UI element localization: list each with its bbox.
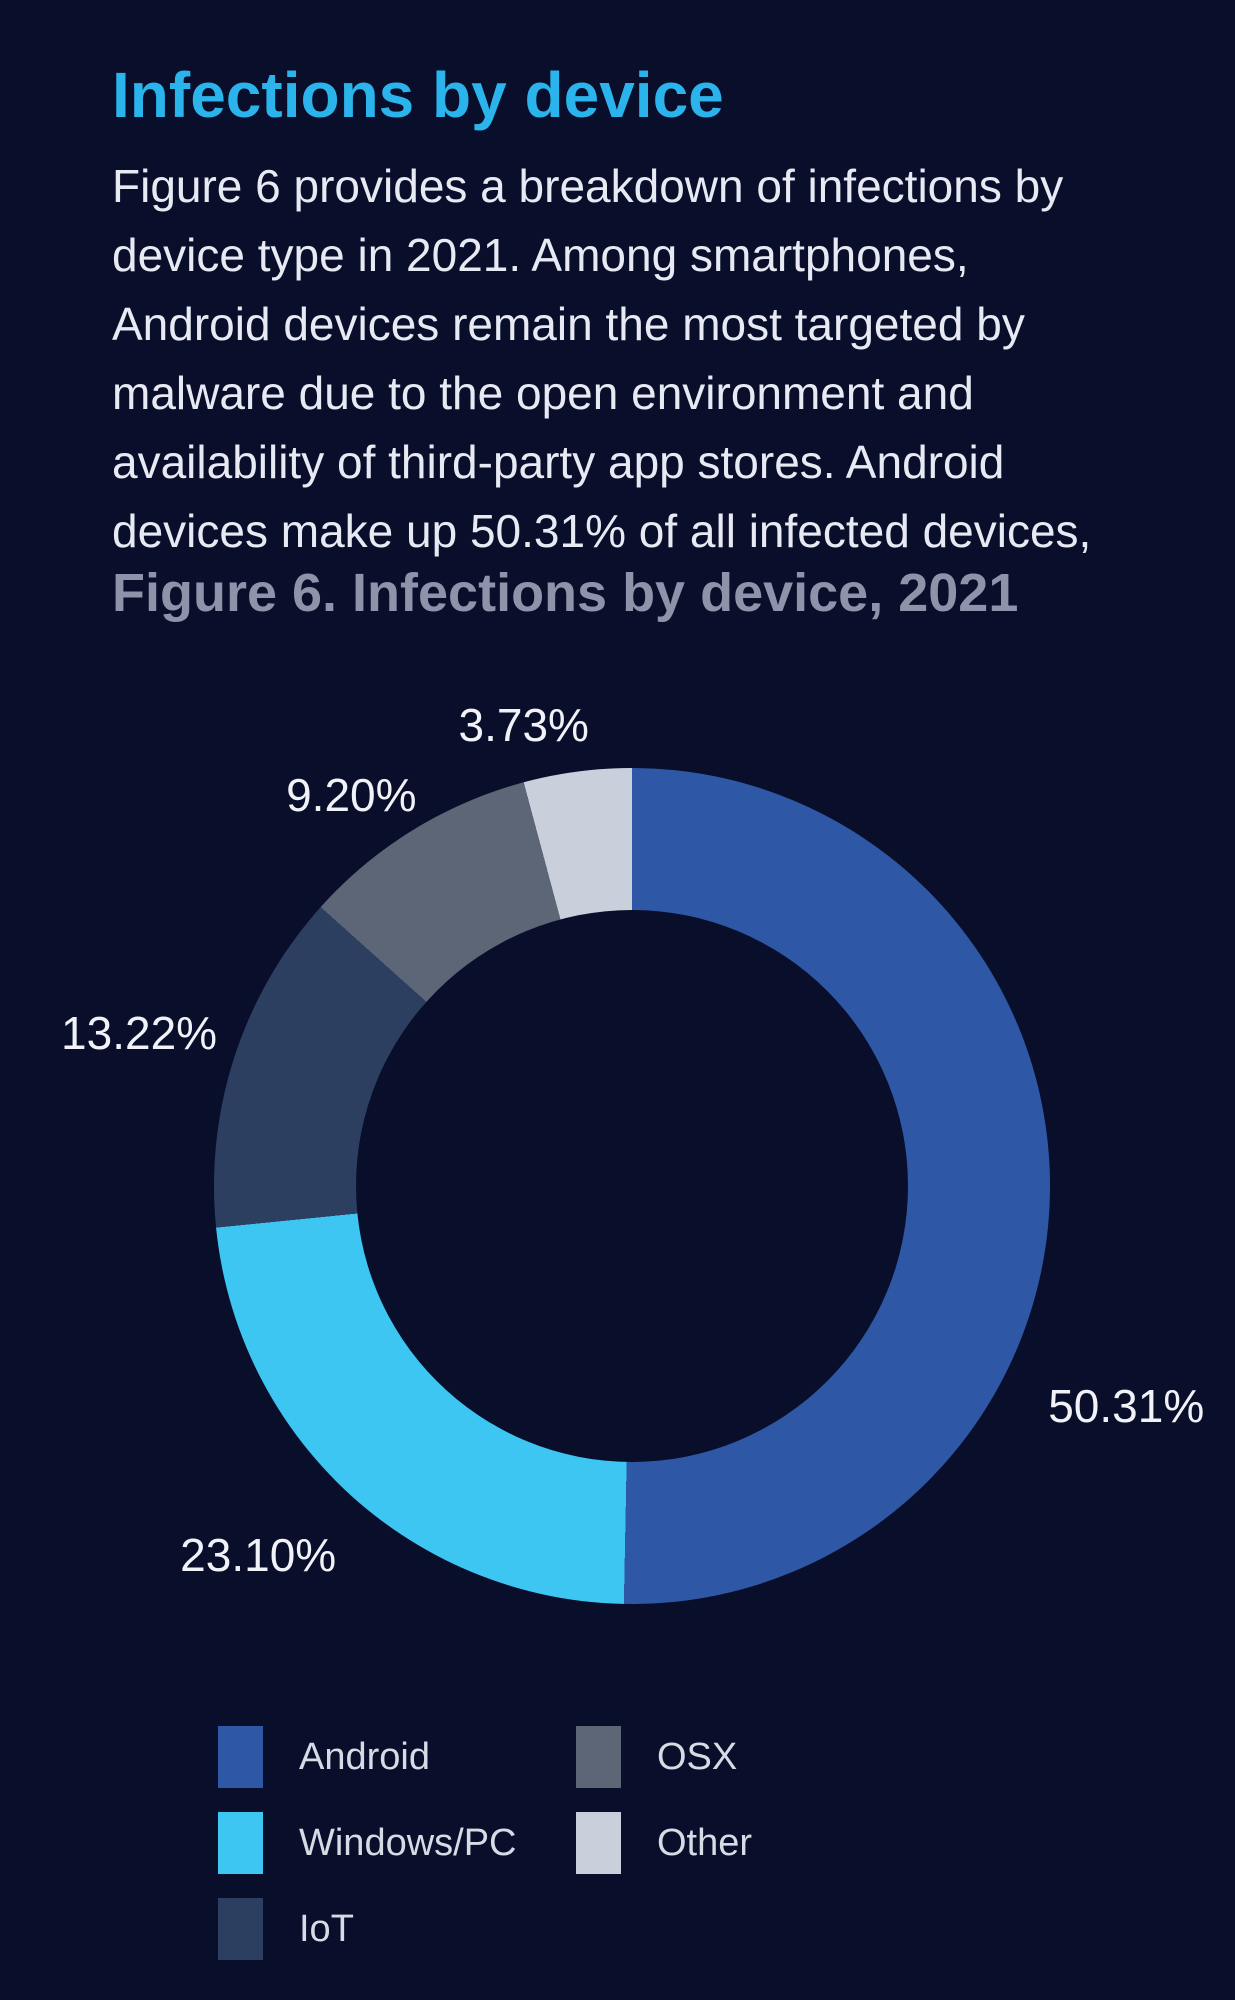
slice-label-osx: 9.20% — [286, 769, 417, 822]
section-heading: Infections by device — [112, 59, 724, 131]
legend-column-left: Android Windows/PC IoT — [218, 1726, 517, 1984]
legend-column-right: OSX Other — [576, 1726, 752, 1898]
legend-color-chip-windows-pc — [218, 1812, 263, 1874]
slice-label-other: 3.73% — [458, 698, 589, 751]
slice-label-windows-pc: 23.10% — [180, 1528, 337, 1581]
slice-label-iot: 13.22% — [61, 1007, 218, 1060]
intro-line: devices make up 50.31% of all infected d… — [112, 505, 1092, 557]
legend-color-chip-osx — [576, 1726, 621, 1788]
intro-line: Android devices remain the most targeted… — [112, 298, 1025, 350]
intro-line: malware due to the open environment and — [112, 367, 974, 419]
legend-item-osx: OSX — [576, 1726, 752, 1788]
donut-hole — [356, 910, 908, 1462]
legend-item-iot: IoT — [218, 1898, 517, 1960]
slice-label-android: 50.31% — [1048, 1380, 1205, 1433]
legend-color-chip-android — [218, 1726, 263, 1788]
legend-label-osx: OSX — [657, 1735, 738, 1778]
intro-line: Figure 6 provides a breakdown of infecti… — [112, 160, 1064, 212]
legend-label-iot: IoT — [299, 1907, 354, 1950]
figure-title: Figure 6. Infections by device, 2021 — [112, 563, 1019, 623]
legend-color-chip-other — [576, 1812, 621, 1874]
intro-line: device type in 2021. Among smartphones, — [112, 229, 969, 281]
legend-label-other: Other — [657, 1821, 753, 1864]
legend-item-other: Other — [576, 1812, 752, 1874]
legend-color-chip-iot — [218, 1898, 263, 1960]
legend-item-windows-pc: Windows/PC — [218, 1812, 517, 1874]
intro-paragraph: Figure 6 provides a breakdown of infecti… — [112, 152, 1091, 566]
legend-label-windows-pc: Windows/PC — [299, 1821, 517, 1864]
donut-chart — [214, 768, 1050, 1604]
intro-line: availability of third-party app stores. … — [112, 436, 1005, 488]
legend-item-android: Android — [218, 1726, 517, 1788]
legend-label-android: Android — [299, 1735, 430, 1778]
